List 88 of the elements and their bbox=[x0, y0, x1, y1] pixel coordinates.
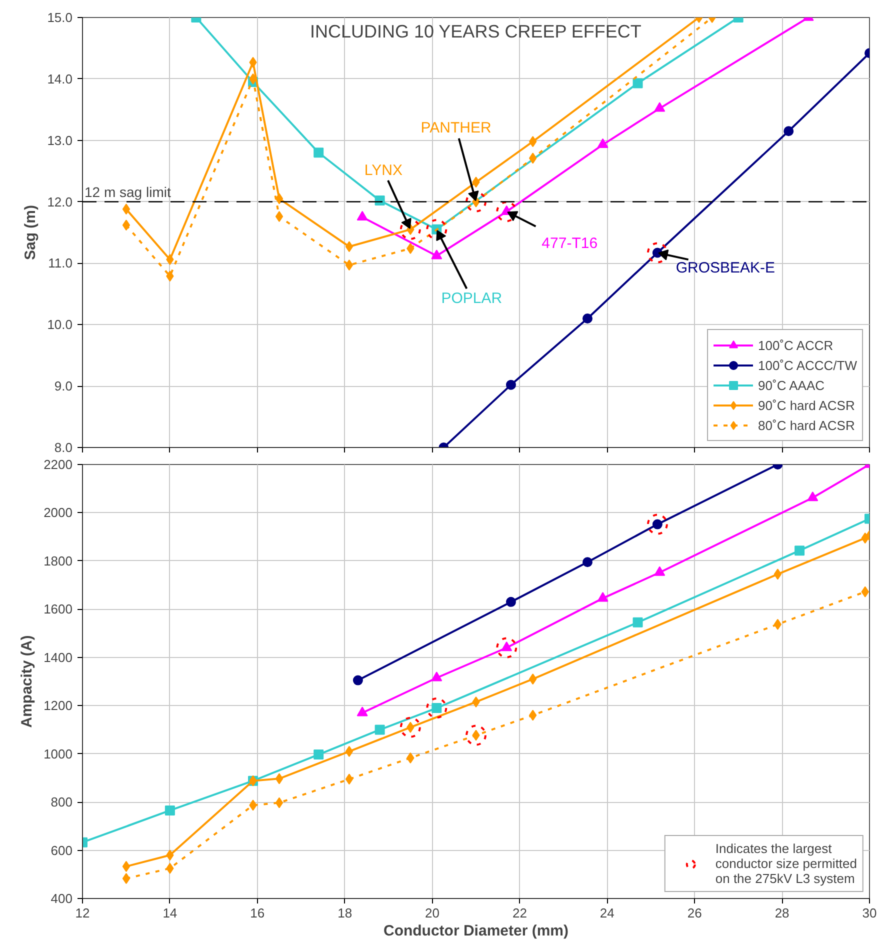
point bbox=[646, 242, 668, 264]
y-tick-label: 11.0 bbox=[48, 256, 73, 271]
legend-label: 90˚C hard ACSR bbox=[758, 398, 855, 412]
annotation: PANTHER bbox=[420, 119, 492, 136]
point bbox=[774, 568, 782, 580]
point bbox=[794, 546, 805, 556]
legend-label: 100˚C ACCR bbox=[758, 338, 834, 352]
point bbox=[646, 514, 668, 535]
y-tick-label: 12.0 bbox=[47, 194, 73, 210]
chart-title: INCLUDING 10 YEARS CREEP EFFECT bbox=[310, 22, 642, 42]
point bbox=[426, 218, 448, 240]
annotation: POPLAR bbox=[441, 290, 502, 307]
point bbox=[496, 637, 518, 658]
point bbox=[426, 698, 448, 719]
point bbox=[466, 191, 486, 212]
y-tick-label: 1800 bbox=[44, 553, 72, 568]
point bbox=[314, 750, 324, 760]
y-axis-title: Ampacity (A) bbox=[18, 635, 36, 728]
point bbox=[275, 211, 284, 222]
x-tick-label: 14 bbox=[162, 906, 178, 920]
point bbox=[400, 218, 421, 240]
point bbox=[506, 596, 516, 607]
x-tick-label: 26 bbox=[687, 906, 702, 920]
point bbox=[506, 380, 516, 390]
point bbox=[774, 618, 782, 630]
point bbox=[431, 672, 442, 682]
x-axis-title: Conductor Diameter (mm) bbox=[383, 922, 569, 940]
point bbox=[582, 557, 592, 568]
point bbox=[466, 724, 486, 746]
point bbox=[632, 617, 643, 628]
x-tick-label: 24 bbox=[600, 906, 614, 920]
point bbox=[122, 872, 130, 884]
point bbox=[345, 241, 354, 252]
x-tick-label: 20 bbox=[425, 906, 440, 920]
point bbox=[275, 773, 284, 784]
point bbox=[597, 592, 608, 602]
ref-line-label: 12 m sag limit bbox=[84, 184, 171, 200]
y-tick-label: 15.0 bbox=[47, 10, 73, 25]
legend-label: 80˚C hard ACSR bbox=[758, 418, 855, 432]
y-tick-label: 1200 bbox=[44, 698, 72, 714]
x-tick-label: 30 bbox=[862, 906, 877, 920]
point bbox=[345, 260, 354, 271]
y-axis-title: Sag (m) bbox=[22, 204, 40, 260]
x-tick-label: 16 bbox=[250, 906, 265, 920]
point bbox=[275, 193, 284, 204]
y-tick-label: 8.0 bbox=[54, 440, 73, 455]
point bbox=[122, 220, 130, 231]
point bbox=[352, 675, 363, 686]
x-tick-label: 22 bbox=[512, 906, 527, 920]
point bbox=[374, 724, 385, 735]
y-tick-label: 400 bbox=[50, 891, 73, 906]
x-tick-label: 18 bbox=[338, 906, 352, 920]
y-tick-label: 1600 bbox=[44, 602, 72, 617]
point bbox=[122, 204, 130, 215]
point bbox=[632, 78, 643, 88]
y-tick-label: 800 bbox=[50, 794, 73, 810]
point bbox=[400, 716, 421, 738]
annotation: LYNX bbox=[364, 162, 402, 179]
point bbox=[345, 774, 354, 785]
point bbox=[582, 314, 592, 324]
y-tick-label: 1400 bbox=[44, 650, 72, 665]
point bbox=[356, 210, 368, 221]
point bbox=[122, 860, 130, 872]
x-tick-label: 12 bbox=[75, 906, 90, 920]
annotation: GROSBEAK-E bbox=[676, 259, 776, 276]
legend-label: 100˚C ACCC/TW bbox=[758, 358, 857, 372]
legend-label: 90˚C AAAC bbox=[758, 378, 825, 392]
point bbox=[784, 126, 794, 136]
y-tick-label: 14.0 bbox=[47, 71, 73, 86]
y-tick-label: 600 bbox=[50, 842, 73, 858]
y-tick-label: 9.0 bbox=[54, 378, 73, 394]
point bbox=[275, 797, 284, 808]
annotation: 477-T16 bbox=[542, 235, 598, 252]
point bbox=[654, 566, 666, 576]
legend-label: Indicates the largest conductor size permitted on the 275kV L3 system bbox=[715, 841, 857, 886]
y-tick-label: 2200 bbox=[44, 457, 72, 472]
point bbox=[345, 746, 354, 757]
point bbox=[496, 201, 518, 222]
y-tick-label: 1000 bbox=[44, 746, 72, 762]
point bbox=[314, 148, 324, 158]
y-tick-label: 2000 bbox=[44, 505, 72, 520]
point bbox=[164, 805, 175, 816]
y-tick-label: 13.0 bbox=[47, 132, 73, 148]
y-tick-label: 10.0 bbox=[47, 317, 73, 332]
point bbox=[356, 706, 368, 716]
point bbox=[431, 250, 442, 260]
x-tick-label: 28 bbox=[774, 906, 790, 920]
point bbox=[807, 492, 818, 502]
